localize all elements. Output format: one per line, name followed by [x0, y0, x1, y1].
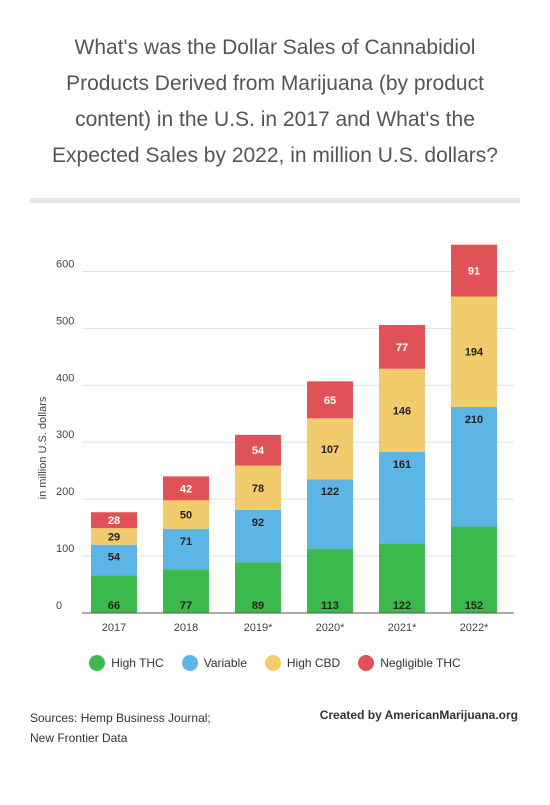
legend-item: High CBD	[264, 655, 341, 671]
legend-label: Negligible THC	[380, 656, 461, 670]
title-divider	[30, 198, 520, 203]
data-label: 42	[180, 483, 192, 495]
bar-segment	[235, 562, 281, 613]
data-label: 77	[396, 342, 408, 354]
x-tick-label: 2022*	[460, 622, 489, 634]
data-label: 71	[180, 536, 192, 548]
data-label: 54	[108, 552, 121, 564]
credit: Created by AmericanMarijuana.org	[319, 708, 518, 722]
bar-segment	[451, 526, 497, 613]
bar-segment	[235, 509, 281, 563]
data-label: 92	[252, 517, 264, 529]
data-label: 29	[108, 531, 120, 543]
stacked-bar-chart: 0 100 200 300 400 500 600 in million U.S. dolla…	[37, 244, 514, 634]
legend-item: Negligible THC	[358, 655, 461, 671]
bar-segment	[379, 451, 425, 544]
data-label: 210	[465, 414, 483, 426]
data-label: 113	[321, 600, 339, 612]
bar-segment	[451, 296, 497, 407]
title-line-2: Products Derived from Marijuana (by prod…	[66, 72, 484, 95]
title-line-1: What's was the Dollar Sales of Cannabidi…	[74, 36, 476, 59]
bar-segment	[307, 418, 353, 480]
bar-segment	[451, 244, 497, 297]
y-tick-label: 100	[56, 543, 74, 555]
bar-segment	[91, 512, 137, 529]
y-tick-label: 200	[56, 486, 74, 498]
data-label: 91	[468, 266, 480, 278]
legend-label: High THC	[111, 656, 164, 670]
bar-segment	[163, 500, 209, 529]
legend-item: High THC	[89, 655, 164, 671]
sources: Sources: Hemp Business Journal; New Fron…	[30, 708, 211, 748]
bar-segment	[307, 479, 353, 549]
chart-legend: High THC Variable High CBD Negligible THC	[0, 655, 550, 671]
y-axis-title: in million U.S. dollars	[37, 396, 49, 499]
data-label: 152	[465, 600, 483, 612]
bar-segment	[379, 368, 425, 452]
y-tick-label: 0	[56, 600, 62, 612]
legend-swatch	[89, 655, 106, 671]
x-tick-label: 2018	[174, 622, 198, 634]
bar-segment	[307, 548, 353, 613]
bar-segment	[163, 528, 209, 570]
data-label: 107	[321, 444, 339, 456]
data-label: 54	[252, 445, 265, 457]
data-label: 28	[108, 515, 120, 527]
data-label: 66	[108, 600, 120, 612]
bar-segment	[235, 465, 281, 510]
data-label: 89	[252, 600, 264, 612]
legend-swatch	[181, 655, 198, 671]
legend-item: Variable	[181, 655, 247, 671]
x-tick-label: 2019*	[244, 622, 273, 634]
data-label: 194	[465, 347, 484, 359]
data-label: 78	[252, 483, 264, 495]
y-tick-label: 600	[56, 258, 74, 270]
title-line-4: Expected Sales by 2022, in million U.S. …	[52, 144, 498, 167]
bar-segment	[379, 324, 425, 369]
data-label: 122	[393, 600, 411, 612]
chart-title: What's was the Dollar Sales of Cannabidi…	[20, 30, 530, 174]
sources-line-2: New Frontier Data	[30, 731, 128, 745]
bar-segment	[91, 544, 137, 576]
bar-segment	[91, 575, 137, 613]
legend-label: High CBD	[286, 656, 341, 670]
data-label: 50	[180, 510, 192, 522]
sources-line-1: Sources: Hemp Business Journal;	[30, 711, 211, 725]
bar-segment	[91, 528, 137, 545]
bar-segment	[163, 569, 209, 613]
data-label: 122	[321, 486, 339, 498]
bar-segment	[235, 434, 281, 466]
data-label: 65	[324, 395, 336, 407]
data-label: 161	[393, 459, 411, 471]
x-tick-label: 2021*	[388, 622, 417, 634]
bar-segment	[379, 543, 425, 613]
legend-swatch	[358, 655, 375, 671]
legend-swatch	[264, 655, 281, 671]
title-line-3: content) in the U.S. in 2017 and What's …	[75, 108, 475, 131]
x-tick-label: 2020*	[316, 622, 345, 634]
bar-segment	[307, 381, 353, 419]
data-label: 77	[180, 600, 192, 612]
y-tick-label: 400	[56, 372, 74, 384]
data-label: 146	[393, 405, 411, 417]
y-tick-label: 300	[56, 429, 74, 441]
y-tick-label: 500	[56, 315, 74, 327]
x-tick-label: 2017	[102, 622, 126, 634]
bar-segment	[451, 406, 497, 527]
bar-segment	[163, 476, 209, 501]
legend-label: Variable	[203, 656, 247, 670]
